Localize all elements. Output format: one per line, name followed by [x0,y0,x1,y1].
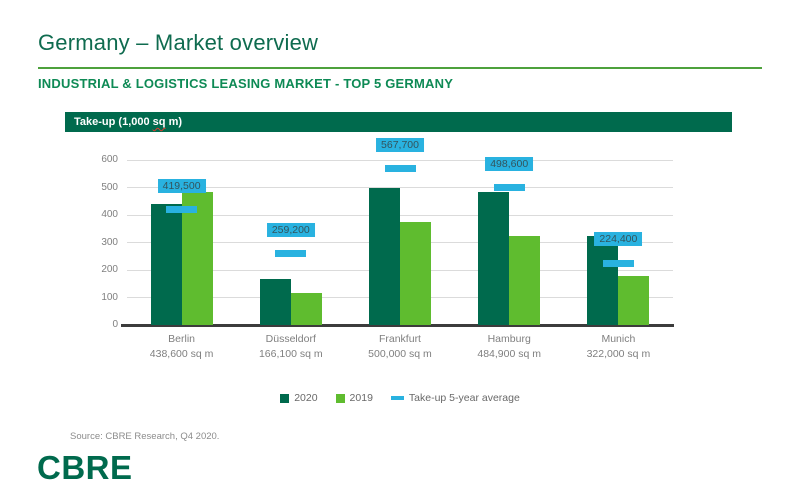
bar-2019-frankfurt [400,221,431,325]
legend-item-take-up-5-year-average: Take-up 5-year average [390,392,520,404]
legend-item-2019: 2019 [335,392,373,404]
bar-2020-hamburg [478,191,510,325]
y-axis-tick-label: 0 [112,319,118,330]
page-title: Germany – Market overview [38,30,319,55]
y-axis-tick-label: 600 [101,154,118,165]
x-axis-value-label: 500,000 sq m [368,348,432,360]
bar-2019-berlin [181,191,213,325]
y-axis-tick-label: 500 [101,181,118,193]
chart-title-suffix: m) [165,116,183,128]
average-marker-frankfurt [384,165,416,173]
average-marker-munich [602,259,634,267]
x-axis-value-label: 322,000 sq m [586,348,651,360]
source-note: Source: CBRE Research, Q4 2020. [70,431,220,442]
x-axis-city-label: Düsseldorf [265,333,316,345]
gridline-400 [127,214,673,216]
legend-swatch [280,393,290,403]
bar-2019-munich [618,275,650,325]
chart-legend: 2020 2019 Take-up 5-year average [0,392,800,404]
chart-title-prefix: Take-up (1,000 [74,116,153,128]
y-axis-tick-label: 400 [101,209,118,220]
x-axis-city-label: Hamburg [487,333,531,345]
x-axis-value-label: 438,600 sq m [149,348,214,360]
x-axis-value-label: 166,100 sq m [258,348,323,360]
legend-item-2020: 2020 [280,392,318,404]
bar-2020-berlin [150,204,182,325]
y-axis-tick-label: 200 [101,264,118,275]
legend-swatch [390,396,404,400]
x-axis-city-label: Berlin [168,333,196,345]
cbre-logo: CBRE [37,449,133,486]
x-axis-city-label: Frankfurt [378,333,421,345]
average-marker-berlin [166,206,198,214]
y-axis-tick-label: 100 [101,291,118,303]
legend-label: 2019 [349,392,373,404]
legend-label: Take-up 5-year average [408,392,520,404]
gridline-500 [127,187,673,188]
gridline-600 [127,159,673,161]
title-underline [38,67,762,69]
y-axis-tick-label: 300 [101,236,118,248]
average-value-badge-düsseldorf: 259,200 [266,222,315,237]
chart-title-sq: sq [152,116,166,128]
legend-label: 2020 [294,392,318,404]
bar-2020-düsseldorf [259,279,291,325]
bar-2019-düsseldorf [290,293,322,325]
x-axis-value-label: 484,900 sq m [477,348,541,360]
x-axis-city-label: Munich [601,333,636,345]
average-value-badge-berlin: 419,500 [157,178,206,193]
average-marker-hamburg [493,184,525,192]
average-marker-düsseldorf [275,250,307,258]
x-axis-line [121,324,674,327]
bar-2019-hamburg [509,235,541,325]
bar-2020-frankfurt [369,187,400,325]
bar-2020-munich [587,236,619,325]
legend-swatch [335,393,345,403]
average-value-badge-frankfurt: 567,700 [376,137,424,152]
chart-title-band: Take-up (1,000 sq m) [65,112,732,132]
average-value-badge-munich: 224,400 [594,232,643,247]
average-value-badge-hamburg: 498,600 [485,156,534,171]
page-subtitle: INDUSTRIAL & LOGISTICS LEASING MARKET - … [38,76,454,91]
